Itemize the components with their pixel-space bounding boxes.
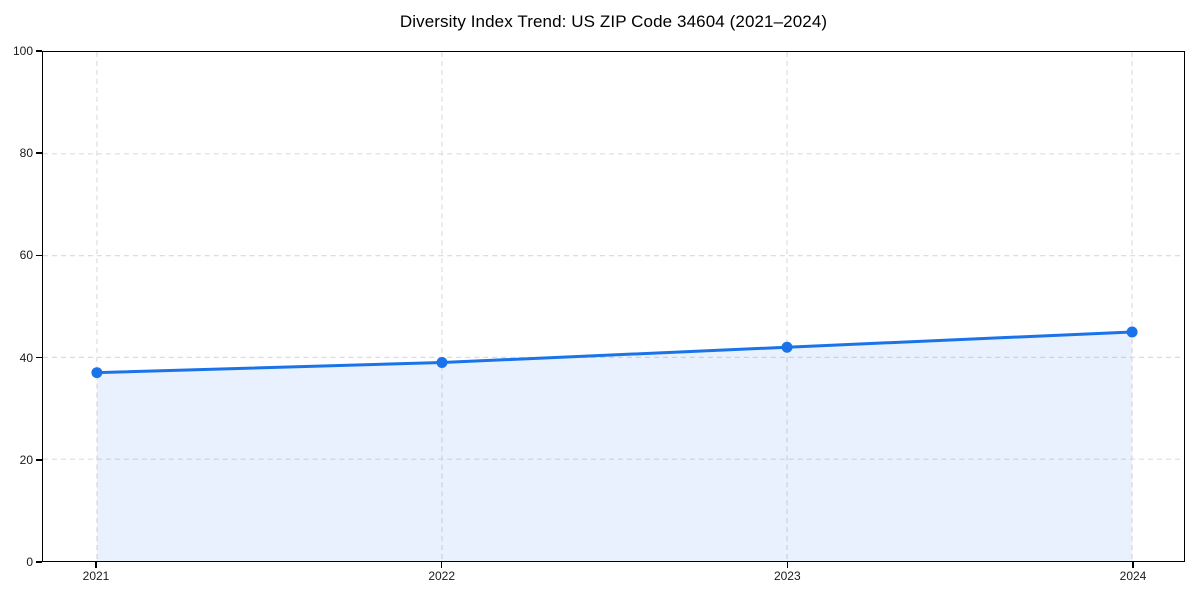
y-axis-tick-mark bbox=[36, 254, 42, 257]
area-fill bbox=[96, 331, 1133, 561]
y-axis-tick-mark bbox=[36, 356, 42, 359]
y-axis-tick-mark bbox=[36, 561, 42, 563]
x-axis-tick-mark bbox=[95, 562, 97, 568]
x-axis-tick-label: 2021 bbox=[82, 569, 110, 583]
data-point-marker bbox=[436, 357, 448, 368]
trend-line bbox=[95, 330, 1134, 375]
data-point-marker bbox=[1126, 326, 1138, 338]
y-axis-tick-label: 60 bbox=[19, 248, 33, 263]
y-axis-tick-label: 100 bbox=[12, 44, 33, 58]
x-axis-tick-mark bbox=[1132, 562, 1134, 568]
y-axis-tick-mark bbox=[36, 50, 42, 52]
data-point-marker bbox=[781, 341, 793, 353]
x-axis-tick-mark bbox=[440, 562, 443, 568]
y-axis-tick-label: 80 bbox=[19, 146, 33, 161]
y-axis-tick-label: 40 bbox=[19, 350, 33, 365]
y-axis-tick-label: 0 bbox=[26, 555, 33, 569]
y-axis-tick-mark bbox=[36, 459, 42, 461]
chart-title: Diversity Index Trend: US ZIP Code 34604… bbox=[399, 12, 828, 31]
y-axis-tick-mark bbox=[36, 152, 42, 154]
x-axis-tick-label: 2023 bbox=[773, 569, 801, 583]
x-axis-tick-label: 2022 bbox=[428, 569, 456, 583]
plot-area bbox=[42, 51, 1185, 562]
x-axis-tick-label: 2024 bbox=[1119, 569, 1147, 583]
chart-canvas bbox=[43, 52, 1184, 561]
x-axis-tick-mark bbox=[786, 562, 789, 568]
y-axis-tick-label: 20 bbox=[19, 452, 33, 467]
data-point-marker bbox=[91, 367, 103, 379]
